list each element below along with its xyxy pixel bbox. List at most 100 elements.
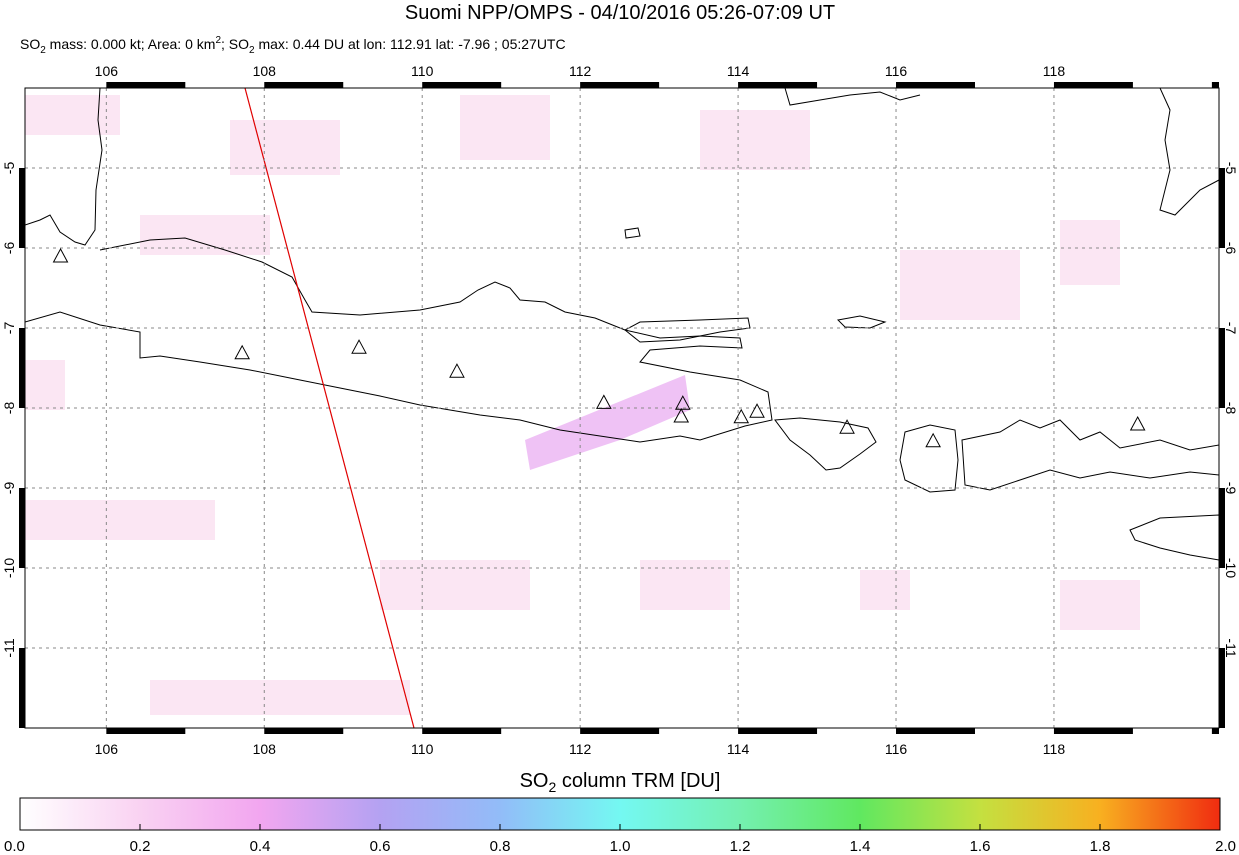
volcano <box>351 339 367 354</box>
frame-bar <box>106 82 186 88</box>
frame-bars <box>19 82 1225 734</box>
x-tick-label: 112 <box>569 741 592 757</box>
colorbar-tick-label: 1.4 <box>850 838 871 855</box>
colorbar-ticks: 0.0 0.2 0.4 0.6 0.8 1.0 1.2 1.4 1.6 1.8 2.0 <box>4 824 1236 855</box>
pixel <box>25 95 120 135</box>
pixel <box>900 250 1020 320</box>
subtitle-part: mass: 0.000 kt; Area: 0 km <box>46 36 216 52</box>
frame-bar <box>422 728 502 734</box>
frame-bar <box>1219 328 1225 408</box>
y-tick-label: -8 <box>1223 402 1239 415</box>
subtitle: SO2 mass: 0.000 kt; Area: 0 km2; SO2 max… <box>20 35 566 56</box>
x-tick-label: 114 <box>727 63 750 79</box>
frame-bar <box>580 728 660 734</box>
coast-sumatra <box>25 88 103 246</box>
pixel <box>25 500 215 540</box>
coast-sumbawa <box>961 419 1219 491</box>
ticks: 106 106 108 108 110 110 112 112 114 114 116 116 118 1… <box>1 63 1239 757</box>
y-tick-label: -11 <box>1 638 17 657</box>
volcano <box>449 363 465 378</box>
colorbar-tick-label: 0.0 <box>4 838 25 855</box>
coast-java <box>25 237 773 443</box>
pixel <box>460 95 550 160</box>
y-tick-label: -8 <box>1 402 17 415</box>
frame-bar <box>738 82 818 88</box>
volcano <box>839 419 855 434</box>
frame-bar <box>1211 728 1219 734</box>
pixel <box>25 360 65 410</box>
frame-bar <box>1219 648 1225 728</box>
y-tick-label: -10 <box>1 558 17 578</box>
y-tick-label: -7 <box>1 322 17 335</box>
x-tick-label: 118 <box>1043 741 1066 757</box>
x-tick-label: 116 <box>885 63 908 79</box>
pixel <box>700 110 810 170</box>
y-tick-label: -7 <box>1223 322 1239 335</box>
frame-bar <box>1219 168 1225 248</box>
volcano <box>733 408 750 424</box>
x-tick-label: 114 <box>727 741 750 757</box>
coast-madura <box>624 317 751 343</box>
frame-bar <box>580 82 660 88</box>
volcano <box>673 407 690 423</box>
subtitle-part: SO <box>20 36 40 52</box>
frame-bar <box>896 728 975 734</box>
frame-bar <box>106 728 186 734</box>
frame-bar <box>1053 82 1133 88</box>
coast-kalimantan-south <box>784 88 921 106</box>
subscript: 2 <box>40 45 46 56</box>
coast-bawean <box>624 227 641 239</box>
title: Suomi NPP/OMPS - 04/10/2016 05:26-07:09 … <box>405 2 835 24</box>
coast-sumba <box>1129 514 1219 561</box>
coast-lombok <box>899 424 959 493</box>
volcano <box>1129 415 1146 431</box>
frame-bar <box>1219 488 1225 568</box>
y-tick-label: -6 <box>1 242 17 255</box>
colorbar-label-part: column TRM [DU] <box>556 770 720 792</box>
frame-bar <box>19 168 25 248</box>
coast-bali <box>774 417 877 471</box>
pixel <box>1060 220 1120 285</box>
colorbar-tick-label: 0.6 <box>370 838 391 855</box>
colorbar-tick-label: 2.0 <box>1215 838 1236 855</box>
frame-bar <box>19 328 25 408</box>
frame-bar <box>1053 728 1133 734</box>
volcano <box>52 247 69 263</box>
y-tick-label: -5 <box>1223 162 1239 175</box>
frame-bar <box>19 648 25 728</box>
x-tick-label: 108 <box>253 63 277 79</box>
volcano <box>234 344 251 360</box>
coast-borneo <box>1159 88 1219 216</box>
colorbar-tick-label: 1.6 <box>970 838 991 855</box>
x-tick-label: 106 <box>95 741 119 757</box>
colorbar-tick-label: 0.8 <box>490 838 511 855</box>
x-tick-label: 106 <box>95 63 119 79</box>
colorbar-tick-label: 1.2 <box>730 838 751 855</box>
frame-bar <box>422 82 502 88</box>
grid <box>25 88 1219 728</box>
x-tick-label: 110 <box>411 63 434 79</box>
orbit-track <box>244 88 415 728</box>
frame-bar <box>896 82 975 88</box>
subscript: 2 <box>549 779 557 795</box>
volcano <box>749 403 765 418</box>
pixel <box>230 120 340 175</box>
frame-bar <box>19 488 25 568</box>
colorbar-label: SO2 column TRM [DU] <box>520 770 721 795</box>
frame-bar <box>1211 82 1219 88</box>
colorbar-label-part: SO <box>520 770 549 792</box>
so2-pixel-high <box>525 375 690 470</box>
pixel <box>150 680 410 715</box>
y-tick-label: -6 <box>1223 242 1239 255</box>
frame-bar <box>264 728 344 734</box>
volcano <box>925 432 941 448</box>
subscript: 2 <box>249 45 255 56</box>
y-tick-label: -10 <box>1223 558 1239 578</box>
colorbar-tick-label: 0.2 <box>130 838 151 855</box>
volcano <box>595 394 612 409</box>
volcanoes <box>52 247 1146 448</box>
colorbar-tick-label: 1.8 <box>1090 838 1111 855</box>
pixel <box>140 215 270 255</box>
x-tick-label: 118 <box>1043 63 1066 79</box>
